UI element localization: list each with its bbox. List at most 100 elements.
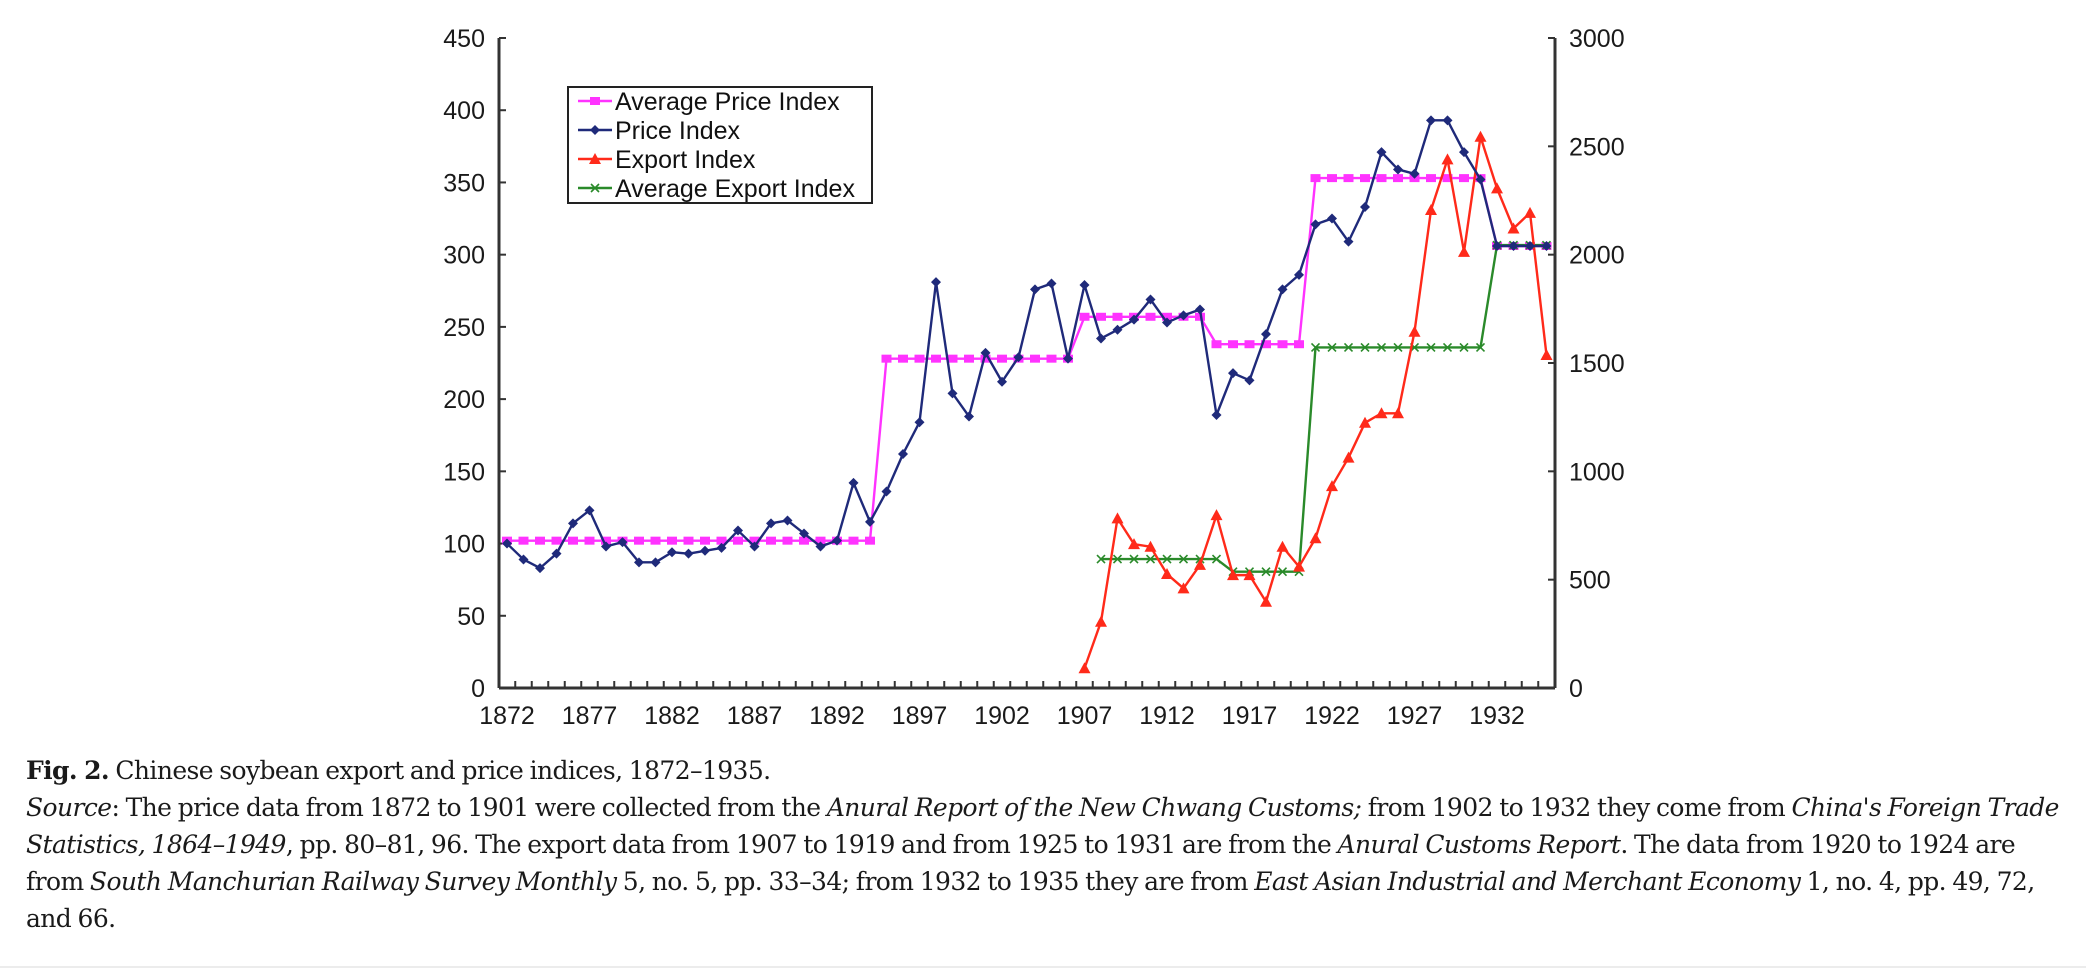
data-point-price-index bbox=[634, 557, 644, 568]
series-price-index bbox=[502, 115, 1552, 574]
x-axis-tick-label: 1917 bbox=[1222, 702, 1278, 730]
source-text-segment: : The price data from 1872 to 1901 were … bbox=[111, 793, 827, 822]
data-point-price-index bbox=[502, 538, 512, 549]
data-point-average-price-index bbox=[815, 536, 826, 545]
source-citation: Anural Report of the New Chwang Customs; bbox=[826, 793, 1362, 822]
data-point-average-price-index bbox=[683, 536, 694, 545]
data-point-price-index bbox=[1459, 147, 1469, 158]
legend-label-average-export-index: Average Export Index bbox=[615, 175, 855, 203]
data-point-price-index bbox=[1393, 164, 1403, 175]
data-point-price-index bbox=[766, 518, 776, 529]
source-text-segment: 1, no. 4, pp. 49, 72, and 66. bbox=[26, 867, 2035, 933]
data-point-price-index bbox=[1475, 174, 1486, 185]
data-point-price-index bbox=[1294, 269, 1304, 280]
left-axis-tick-label: 50 bbox=[457, 603, 485, 631]
data-point-price-index bbox=[667, 547, 677, 558]
x-axis-tick-label: 1927 bbox=[1387, 702, 1443, 730]
data-point-average-price-index bbox=[1162, 312, 1172, 321]
data-point-export-index bbox=[1359, 416, 1371, 428]
chart: 0 50 100 150 200 250 300 350 400 450 0 500 1000 1500 2… bbox=[443, 25, 1625, 730]
data-point-average-price-index bbox=[914, 354, 925, 363]
data-point-average-price-index bbox=[1096, 312, 1106, 321]
data-point-export-index bbox=[1095, 615, 1107, 627]
data-point-export-index bbox=[1276, 540, 1289, 552]
data-point-price-index bbox=[947, 388, 958, 399]
data-point-export-index bbox=[1408, 325, 1421, 337]
data-point-price-index bbox=[1211, 410, 1222, 420]
right-axis-tick-label: 3000 bbox=[1569, 25, 1625, 53]
data-point-price-index bbox=[1244, 375, 1255, 386]
data-point-price-index bbox=[535, 563, 545, 574]
data-point-average-price-index bbox=[865, 536, 875, 545]
data-point-average-export-index bbox=[1129, 554, 1139, 564]
left-axis-tick-label: 150 bbox=[443, 458, 485, 486]
right-axis-tick-label: 2000 bbox=[1569, 242, 1625, 270]
data-point-average-price-index bbox=[716, 536, 727, 545]
legend-label-price-index: Price Index bbox=[615, 117, 741, 145]
figure-caption: Fig. 2. Chinese soybean export and price… bbox=[26, 752, 2066, 937]
x-axis-tick-label: 1922 bbox=[1304, 702, 1360, 730]
source-text-segment: , pp. 80–81, 96. The export data from 19… bbox=[285, 830, 1338, 859]
left-axis-tick-label: 400 bbox=[443, 97, 485, 125]
data-point-average-export-index bbox=[1327, 342, 1337, 352]
data-point-average-price-index bbox=[1294, 340, 1304, 349]
data-point-export-index bbox=[1491, 182, 1503, 194]
data-point-export-index bbox=[1326, 480, 1338, 492]
data-point-average-price-index bbox=[1030, 354, 1040, 363]
right-axis-tick-label: 500 bbox=[1569, 567, 1611, 595]
data-point-price-index bbox=[1129, 314, 1139, 325]
data-point-price-index bbox=[848, 477, 859, 488]
legend-marker-export-index bbox=[589, 153, 601, 164]
data-point-price-index bbox=[1277, 284, 1288, 295]
x-axis-tick-label: 1872 bbox=[479, 702, 535, 730]
left-axis-tick-label: 0 bbox=[471, 675, 485, 703]
data-point-price-index bbox=[1541, 241, 1552, 251]
x-axis-tick-label: 1882 bbox=[644, 702, 700, 730]
left-axis-tick-label: 100 bbox=[443, 531, 485, 559]
data-point-average-price-index bbox=[1277, 340, 1288, 349]
data-point-price-index bbox=[1508, 241, 1519, 251]
data-point-average-price-index bbox=[980, 354, 991, 363]
data-point-export-index bbox=[1392, 407, 1404, 419]
data-point-average-price-index bbox=[1459, 174, 1469, 183]
data-point-price-index bbox=[1343, 236, 1354, 247]
data-point-price-index bbox=[1261, 329, 1271, 340]
data-point-average-price-index bbox=[650, 536, 661, 545]
data-point-price-index bbox=[1162, 317, 1172, 328]
data-point-export-index bbox=[1441, 153, 1454, 165]
data-point-average-price-index bbox=[1343, 174, 1354, 183]
data-point-price-index bbox=[1079, 280, 1090, 290]
source-text-segment: . The data from 1920 to 1924 are from bbox=[26, 830, 2016, 896]
source-label: Source bbox=[26, 793, 112, 822]
data-point-export-index bbox=[1161, 568, 1173, 580]
data-point-average-price-index bbox=[931, 354, 941, 363]
data-point-price-index bbox=[749, 541, 760, 552]
data-point-export-index bbox=[1524, 206, 1536, 218]
data-point-average-price-index bbox=[667, 536, 677, 545]
data-point-price-index bbox=[551, 548, 562, 559]
data-point-price-index bbox=[568, 518, 578, 529]
caption-source: Source: The price data from 1872 to 1901… bbox=[26, 789, 2066, 937]
data-point-average-export-index bbox=[1310, 342, 1321, 352]
data-point-average-price-index bbox=[881, 354, 892, 363]
source-citation: Anural Customs Report bbox=[1337, 830, 1621, 859]
source-citation: China's Foreign Trade Statistics, 1864–1… bbox=[26, 793, 2059, 859]
data-point-average-export-index bbox=[1376, 342, 1387, 352]
data-point-export-index bbox=[1243, 569, 1256, 581]
data-point-average-price-index bbox=[1376, 174, 1387, 183]
data-point-price-index bbox=[1327, 213, 1337, 224]
data-point-export-index bbox=[1260, 595, 1272, 607]
data-point-average-price-index bbox=[584, 536, 595, 545]
x-axis-tick-label: 1932 bbox=[1469, 702, 1525, 730]
series-average-price-index bbox=[502, 174, 1552, 545]
data-point-average-price-index bbox=[1228, 340, 1238, 349]
data-point-price-index bbox=[601, 541, 611, 552]
data-point-export-index bbox=[1425, 204, 1437, 216]
x-axis-tick-label: 1892 bbox=[809, 702, 865, 730]
legend-marker-price-index bbox=[590, 125, 600, 135]
data-point-average-price-index bbox=[1310, 174, 1321, 183]
data-point-average-export-index bbox=[1261, 567, 1271, 577]
data-point-price-index bbox=[1525, 241, 1535, 251]
x-axis-tick-label: 1912 bbox=[1139, 702, 1195, 730]
data-point-average-price-index bbox=[749, 536, 760, 545]
